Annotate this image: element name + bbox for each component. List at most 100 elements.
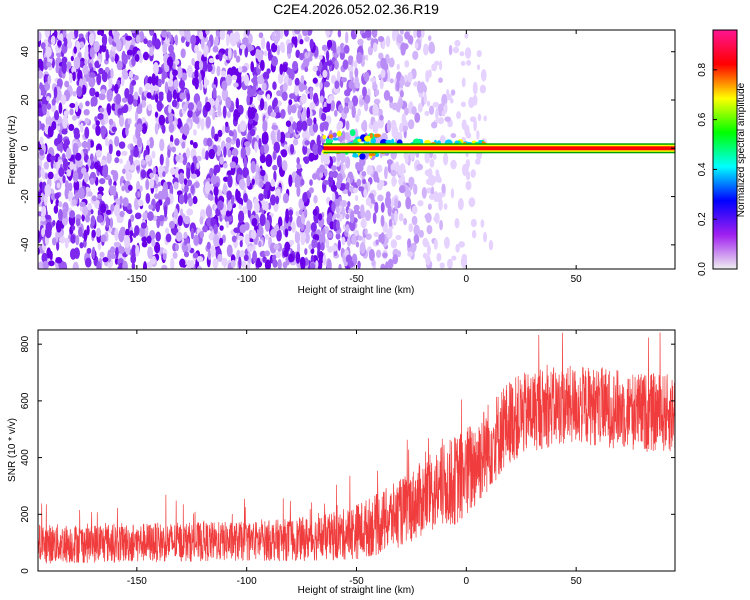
spectrogram-cell xyxy=(62,116,69,129)
spectrogram-cell xyxy=(168,112,174,125)
spectrogram-cell xyxy=(127,118,132,125)
spectrogram-cell xyxy=(399,90,404,98)
spectrogram-cell xyxy=(384,261,389,269)
spectrogram-cell xyxy=(208,194,214,202)
spectrogram-cell xyxy=(334,59,338,66)
spectrogram-cell xyxy=(242,166,249,179)
spectrogram-cell xyxy=(210,245,216,258)
y-tick-label: 600 xyxy=(20,392,31,409)
spectrogram-cell xyxy=(253,198,259,205)
spectrogram-cell xyxy=(348,185,354,193)
spectrogram-cell xyxy=(119,210,125,218)
carrier-blob xyxy=(349,129,356,137)
spectrogram-cell xyxy=(110,169,116,176)
spectrogram-cell xyxy=(387,204,392,217)
spectrogram-cell xyxy=(407,119,415,130)
spectrogram-cell xyxy=(270,42,278,53)
spectrogram-cell xyxy=(224,214,229,222)
spectrogram-cell xyxy=(61,60,67,74)
spectrogram-cell xyxy=(480,69,487,82)
spectrogram-cell xyxy=(377,35,385,42)
spectrogram-cell xyxy=(40,192,45,203)
spectrogram-cell xyxy=(88,62,93,69)
spectrogram-cell xyxy=(95,60,100,68)
spectrogram-cell xyxy=(300,75,305,84)
spectrogram-cell xyxy=(323,61,328,68)
spectrogram-cell xyxy=(140,159,147,166)
spectrogram-cell xyxy=(84,117,90,125)
spectrogram-cell xyxy=(311,172,318,180)
spectrogram-cell xyxy=(314,239,318,248)
spectrogram-cell xyxy=(322,179,330,185)
spectrogram-cell xyxy=(99,178,106,185)
spectrogram-cell xyxy=(400,75,405,87)
spectrogram-cell xyxy=(280,45,286,54)
spectrogram-cell xyxy=(277,258,282,269)
spectrogram-cell xyxy=(225,74,232,86)
spectrogram-cell xyxy=(203,44,209,57)
spectrogram-cell xyxy=(56,182,61,189)
spectrogram-cell xyxy=(137,199,144,207)
colorbar-tick-label: 0.8 xyxy=(697,62,708,76)
spectrogram-cell xyxy=(428,193,436,200)
spectrogram-cell xyxy=(364,30,372,38)
spectrogram-cell xyxy=(380,263,386,269)
spectrogram-cell xyxy=(337,30,342,38)
spectrogram-cell xyxy=(353,60,358,70)
spectrogram-cell xyxy=(170,134,174,144)
spectrogram-cell xyxy=(313,195,318,204)
spectrogram-cell xyxy=(272,259,278,268)
spectrogram-cell xyxy=(270,228,277,238)
x-tick-label: -100 xyxy=(237,274,257,285)
spectrogram-cell xyxy=(272,150,277,161)
spectrogram-cell xyxy=(444,116,451,122)
spectrogram-cell xyxy=(144,82,152,91)
spectrogram-cell xyxy=(114,53,119,64)
spectrogram-cell xyxy=(72,71,76,82)
spectrogram-cell xyxy=(270,178,276,188)
spectrogram-cell xyxy=(186,92,191,102)
spectrogram-cell xyxy=(359,242,366,254)
spectrogram-cell xyxy=(196,155,202,162)
spectrogram-cell xyxy=(96,214,104,223)
spectrogram-cell xyxy=(375,249,382,258)
y-tick-label: -20 xyxy=(20,189,31,204)
spectrogram-cell xyxy=(68,123,75,132)
spectrogram-cell xyxy=(187,109,194,118)
spectrogram-cell xyxy=(246,174,251,187)
spectrogram-cell xyxy=(60,94,67,105)
spectrogram-cell xyxy=(101,33,108,47)
spectrogram-cell xyxy=(84,44,89,55)
snr-series-line xyxy=(38,332,675,564)
spectrogram-cell xyxy=(153,85,159,92)
spectrogram-cell xyxy=(225,121,229,127)
spectrogram-cell xyxy=(176,118,182,129)
spectrogram-cell xyxy=(83,171,89,183)
spectrogram-cell xyxy=(378,52,384,60)
colorbar-ticks: 0.0 0.2 0.4 0.6 0.8 xyxy=(697,62,717,276)
spectrogram-cell xyxy=(325,50,330,62)
spectrogram-cell xyxy=(292,138,299,146)
spectrogram-cell xyxy=(55,256,63,264)
spectrogram-cell xyxy=(64,80,70,88)
spectrogram-cell xyxy=(446,93,452,101)
spectrogram-cell xyxy=(199,216,204,225)
spectrogram-cell xyxy=(71,66,77,74)
spectrogram-cell xyxy=(325,30,330,39)
spectrogram-cell xyxy=(226,244,233,258)
spectrogram-cell xyxy=(318,54,323,60)
spectrogram-cell xyxy=(102,166,109,178)
spectrogram-cell xyxy=(190,34,197,46)
spectrogram-cell xyxy=(288,78,293,86)
spectrogram-cell xyxy=(82,206,89,217)
spectrogram-cell xyxy=(91,195,97,202)
spectrogram-cell xyxy=(421,186,427,199)
spectrogram-cell xyxy=(213,38,218,49)
spectrogram-cell xyxy=(404,60,410,68)
spectrogram-cell xyxy=(223,176,229,182)
spectrogram-cell xyxy=(140,99,147,108)
spectrogram-cell xyxy=(348,55,354,62)
spectrogram-cell xyxy=(424,110,430,116)
spectrogram-cell xyxy=(443,203,448,210)
spectrogram-cell xyxy=(429,158,435,168)
